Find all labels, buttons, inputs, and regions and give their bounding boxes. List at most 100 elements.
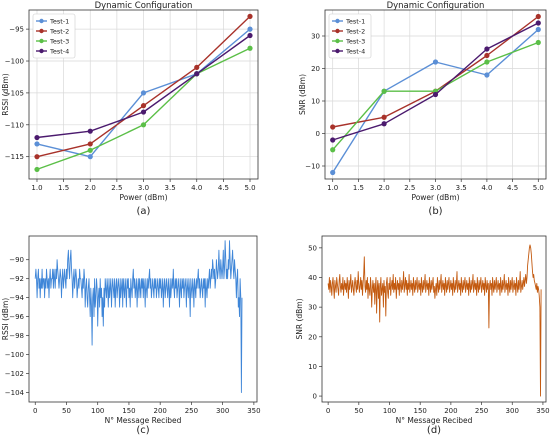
x-tick-label: 100 bbox=[91, 407, 104, 415]
data-point bbox=[381, 114, 387, 120]
data-point bbox=[140, 122, 147, 128]
x-axis-label: N° Message Recibed bbox=[105, 416, 182, 425]
x-tick-label: 50 bbox=[62, 407, 71, 415]
x-tick-label: 150 bbox=[414, 407, 427, 415]
x-tick-label: 2.0 bbox=[379, 184, 390, 192]
y-tick-label: 10 bbox=[308, 363, 317, 371]
y-tick-label: −98 bbox=[9, 332, 24, 340]
legend-label: Test-2 bbox=[345, 28, 365, 36]
legend-label: Test-2 bbox=[49, 28, 69, 36]
y-axis-label: SNR (dBm) bbox=[298, 74, 307, 115]
legend-marker bbox=[39, 28, 44, 34]
legend-box bbox=[32, 13, 76, 59]
x-tick-label: 100 bbox=[383, 407, 396, 415]
x-tick-label: 5.0 bbox=[533, 184, 544, 192]
data-point bbox=[535, 26, 541, 33]
y-tick-label: −104 bbox=[5, 389, 25, 397]
series-line bbox=[327, 244, 542, 397]
chart-title: Dynamic Configuration bbox=[95, 1, 193, 11]
series-line bbox=[34, 240, 243, 393]
data-point bbox=[330, 124, 336, 130]
x-tick-label: 300 bbox=[506, 407, 519, 415]
data-point bbox=[34, 134, 40, 141]
y-tick-label: 50 bbox=[308, 244, 317, 252]
y-tick-label: −110 bbox=[5, 121, 24, 129]
data-point bbox=[34, 141, 40, 147]
legend-marker bbox=[39, 38, 44, 44]
data-point bbox=[432, 91, 439, 98]
x-tick-label: 5.0 bbox=[244, 184, 255, 192]
chart-title: Dynamic Configuration bbox=[387, 1, 485, 11]
x-tick-label: 250 bbox=[185, 407, 198, 415]
legend-label: Test-3 bbox=[345, 38, 365, 46]
panel-c: 0 50 100 150 200 250 300 350 −104 −102 −100 −98 −96 −… bbox=[1, 235, 261, 436]
legend-label: Test-4 bbox=[345, 48, 365, 56]
x-tick-label: 250 bbox=[475, 407, 488, 415]
data-point bbox=[484, 46, 490, 52]
y-tick-label: −105 bbox=[5, 89, 24, 97]
x-axis-label: Power (dBm) bbox=[411, 193, 459, 202]
data-point bbox=[535, 13, 541, 20]
data-point bbox=[381, 88, 387, 94]
x-tick-label: 3.0 bbox=[430, 184, 441, 192]
y-tick-label: 0 bbox=[313, 393, 317, 401]
data-point bbox=[484, 72, 490, 78]
y-tick-label: −102 bbox=[5, 370, 24, 378]
y-axis-label: RSSI (dBm) bbox=[1, 298, 10, 340]
legend-marker bbox=[335, 18, 340, 24]
y-tick-label: 20 bbox=[308, 333, 317, 341]
x-tick-label: 350 bbox=[247, 407, 260, 415]
legend-marker bbox=[335, 48, 340, 54]
data-point bbox=[87, 128, 93, 134]
legend-box bbox=[328, 13, 372, 59]
x-tick-label: 300 bbox=[216, 407, 229, 415]
panel-label: (b) bbox=[428, 206, 442, 217]
panel-b: 1.0 1.5 2.0 2.5 3.0 3.5 4.0 4.5 5.0 −10 0 10 20 30 Pow… bbox=[298, 1, 547, 217]
data-point bbox=[140, 90, 147, 96]
data-point bbox=[432, 59, 439, 65]
data-point bbox=[87, 141, 93, 147]
panel-label: (d) bbox=[427, 425, 441, 436]
x-axis-label: N° Message Recibed bbox=[396, 416, 473, 425]
axes-frame bbox=[28, 235, 258, 403]
panel-a: 1.0 1.5 2.0 2.5 3.0 3.5 4.0 4.5 5.0 −115 −110 −105 −… bbox=[1, 1, 259, 217]
legend-marker bbox=[335, 28, 340, 34]
x-axis-label: Power (dBm) bbox=[119, 193, 167, 202]
y-tick-label: −100 bbox=[5, 351, 24, 359]
data-point bbox=[87, 147, 93, 153]
x-tick-label: 4.0 bbox=[481, 184, 492, 192]
data-point bbox=[34, 166, 40, 173]
y-tick-label: −10 bbox=[305, 163, 320, 171]
data-point bbox=[381, 121, 387, 127]
x-tick-label: 4.0 bbox=[191, 184, 202, 192]
data-point bbox=[484, 52, 490, 59]
x-tick-label: 3.5 bbox=[456, 184, 467, 192]
data-point bbox=[140, 103, 147, 109]
data-point bbox=[194, 64, 200, 70]
y-tick-label: 0 bbox=[316, 130, 320, 138]
data-point bbox=[247, 13, 253, 19]
legend-label: Test-1 bbox=[345, 18, 365, 26]
x-tick-label: 4.5 bbox=[507, 184, 518, 192]
plot-area bbox=[322, 236, 546, 402]
legend-label: Test-1 bbox=[49, 18, 69, 26]
y-tick-label: −90 bbox=[9, 256, 24, 264]
y-tick-label: −92 bbox=[9, 275, 24, 283]
data-point bbox=[247, 26, 253, 32]
data-point bbox=[34, 154, 40, 160]
x-tick-label: 2.5 bbox=[404, 184, 415, 192]
x-tick-label: 150 bbox=[122, 407, 135, 415]
y-tick-label: 20 bbox=[311, 65, 320, 73]
x-tick-label: 200 bbox=[444, 407, 457, 415]
y-tick-label: −94 bbox=[9, 294, 24, 302]
y-tick-label: 10 bbox=[311, 98, 320, 106]
x-tick-label: 1.5 bbox=[353, 184, 364, 192]
x-tick-label: 4.5 bbox=[218, 184, 229, 192]
data-point bbox=[87, 154, 93, 160]
x-tick-label: 1.0 bbox=[327, 184, 338, 192]
data-point bbox=[330, 147, 336, 153]
panel-label: (c) bbox=[136, 425, 149, 436]
panel-label: (a) bbox=[137, 206, 151, 217]
x-tick-label: 350 bbox=[536, 407, 549, 415]
